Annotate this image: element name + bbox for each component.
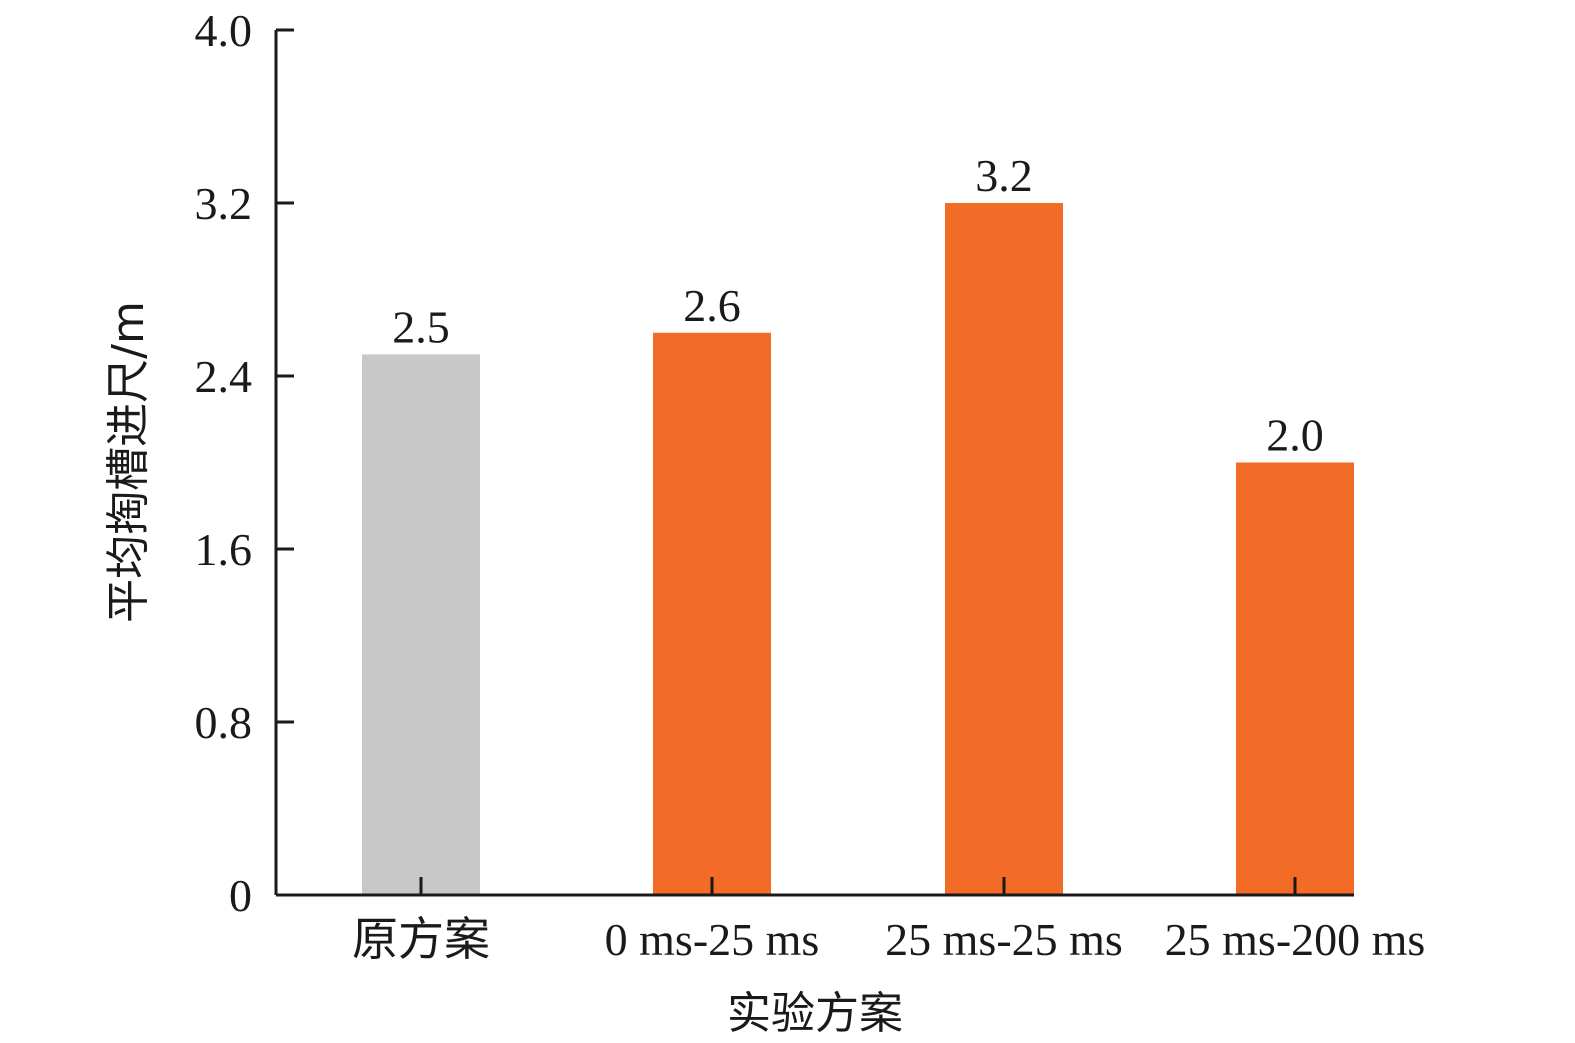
bar-value-label-4: 2.0 xyxy=(1266,410,1324,461)
x-axis-title: 实验方案 xyxy=(727,988,903,1039)
bars xyxy=(362,203,1354,895)
x-axis-ticks: 原方案 0 ms-25 ms 25 ms-25 ms 25 ms-200 ms xyxy=(352,877,1425,965)
value-labels: 2.5 2.6 3.2 2.0 xyxy=(392,150,1324,461)
bar-2 xyxy=(653,332,771,895)
bar-1 xyxy=(362,354,480,895)
y-axis-ticks: 0 0.8 1.6 2.4 3.2 4.0 xyxy=(195,5,294,921)
y-tick-label-6: 4.0 xyxy=(195,5,253,56)
y-axis-title: 平均掏槽进尺/m xyxy=(103,301,154,623)
x-tick-label-2: 0 ms-25 ms xyxy=(605,914,820,965)
y-tick-label-3: 1.6 xyxy=(195,524,253,575)
y-tick-label-2: 0.8 xyxy=(195,697,253,748)
x-tick-label-1: 原方案 xyxy=(352,914,490,965)
bar-value-label-1: 2.5 xyxy=(392,301,450,352)
y-tick-label-4: 2.4 xyxy=(195,351,253,402)
y-tick-label-5: 3.2 xyxy=(195,178,253,229)
bar-4 xyxy=(1236,462,1354,895)
bar-value-label-3: 3.2 xyxy=(975,150,1033,201)
x-tick-label-4: 25 ms-200 ms xyxy=(1165,914,1426,965)
bar-value-label-2: 2.6 xyxy=(683,280,741,331)
bar-3 xyxy=(945,203,1063,895)
y-tick-label-1: 0 xyxy=(229,870,252,921)
x-tick-label-3: 25 ms-25 ms xyxy=(885,914,1123,965)
